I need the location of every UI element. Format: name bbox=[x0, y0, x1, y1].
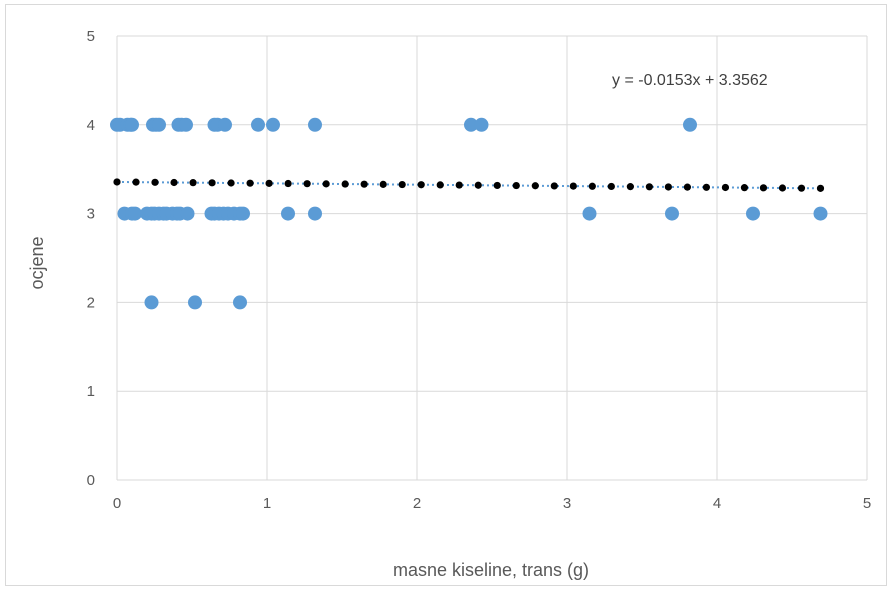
data-point bbox=[746, 206, 760, 221]
chart-frame: 0 1 2 3 4 5 0 1 2 3 4 5 y = -0.0153x + 3.3562 masne… bbox=[5, 4, 887, 586]
trendline-marker bbox=[626, 183, 634, 191]
data-points bbox=[110, 117, 828, 310]
x-tick-label: 3 bbox=[563, 495, 571, 512]
trendline-marker bbox=[740, 184, 749, 192]
trendline-equation: y = -0.0153x + 3.3562 bbox=[612, 72, 768, 89]
y-tick-label: 3 bbox=[87, 206, 95, 223]
trendline-marker bbox=[816, 184, 825, 192]
trendline bbox=[113, 178, 825, 192]
trendline-marker bbox=[683, 183, 692, 191]
trendline-marker bbox=[436, 181, 444, 189]
trendline-marker bbox=[664, 183, 672, 191]
data-point bbox=[188, 295, 202, 310]
trendline-marker bbox=[759, 184, 768, 192]
data-point bbox=[218, 117, 232, 132]
trendline-marker bbox=[379, 180, 387, 188]
trendline-marker bbox=[417, 181, 425, 189]
data-point bbox=[128, 206, 142, 221]
data-point bbox=[281, 206, 295, 221]
trendline-marker bbox=[455, 181, 463, 189]
data-point bbox=[266, 117, 280, 132]
trendline-marker bbox=[170, 178, 178, 187]
trendline-marker bbox=[227, 179, 235, 187]
data-point bbox=[582, 206, 597, 221]
x-tick-label: 5 bbox=[863, 495, 871, 512]
trendline-marker bbox=[246, 179, 254, 187]
trendline-marker bbox=[113, 178, 121, 186]
data-point bbox=[464, 117, 478, 132]
trendline-marker bbox=[189, 179, 197, 187]
data-point bbox=[308, 206, 322, 221]
data-point bbox=[665, 206, 679, 221]
x-tick-label: 2 bbox=[413, 495, 421, 512]
trendline-marker bbox=[341, 180, 349, 188]
trendline-marker bbox=[284, 179, 292, 188]
trendline-marker bbox=[588, 182, 596, 190]
data-point bbox=[251, 117, 265, 132]
y-tick-label: 2 bbox=[87, 294, 95, 311]
data-point bbox=[308, 117, 322, 132]
trendline-marker bbox=[778, 184, 787, 192]
y-tick-label: 1 bbox=[87, 383, 95, 400]
trendline-marker bbox=[607, 182, 615, 191]
trendline-marker bbox=[322, 180, 330, 188]
data-point bbox=[180, 206, 195, 221]
data-point bbox=[813, 206, 828, 221]
trendline-marker bbox=[531, 182, 539, 190]
trendline-marker bbox=[265, 179, 273, 187]
y-tick-label: 4 bbox=[87, 117, 95, 134]
grid-layer bbox=[116, 35, 868, 481]
trendline-marker bbox=[151, 178, 159, 186]
data-point bbox=[179, 117, 193, 132]
trendline-marker bbox=[303, 180, 311, 188]
trendline-marker bbox=[493, 181, 501, 190]
data-point bbox=[236, 206, 250, 221]
trendline-marker bbox=[721, 183, 730, 192]
x-axis-title: masne kiseline, trans (g) bbox=[393, 560, 589, 580]
trendline-path bbox=[116, 180, 821, 190]
trendline-marker bbox=[645, 183, 653, 191]
trendline-marker bbox=[569, 182, 577, 190]
data-point bbox=[233, 295, 247, 310]
tick-labels: 0 1 2 3 4 5 0 1 2 3 4 5 bbox=[87, 28, 872, 512]
trendline-marker bbox=[512, 181, 520, 190]
data-point bbox=[474, 117, 489, 132]
trendline-marker bbox=[797, 184, 806, 192]
x-tick-label: 1 bbox=[263, 495, 271, 512]
data-point bbox=[144, 295, 159, 310]
y-axis-title: ocjene bbox=[27, 236, 47, 289]
y-tick-label: 5 bbox=[87, 28, 95, 45]
x-tick-label: 0 bbox=[113, 495, 121, 512]
y-tick-label: 0 bbox=[87, 472, 95, 489]
trendline-marker bbox=[398, 180, 406, 189]
data-point bbox=[125, 117, 139, 132]
trendline-marker bbox=[474, 181, 482, 189]
trendline-marker bbox=[702, 183, 711, 191]
trendline-marker bbox=[360, 180, 368, 188]
x-tick-label: 4 bbox=[713, 495, 721, 512]
trendline-marker bbox=[132, 178, 140, 186]
data-point bbox=[683, 117, 697, 132]
data-point bbox=[152, 117, 166, 132]
trendline-marker bbox=[550, 182, 558, 190]
scatter-chart: 0 1 2 3 4 5 0 1 2 3 4 5 y = -0.0153x + 3.3562 masne… bbox=[27, 28, 872, 580]
trendline-marker bbox=[208, 179, 216, 187]
